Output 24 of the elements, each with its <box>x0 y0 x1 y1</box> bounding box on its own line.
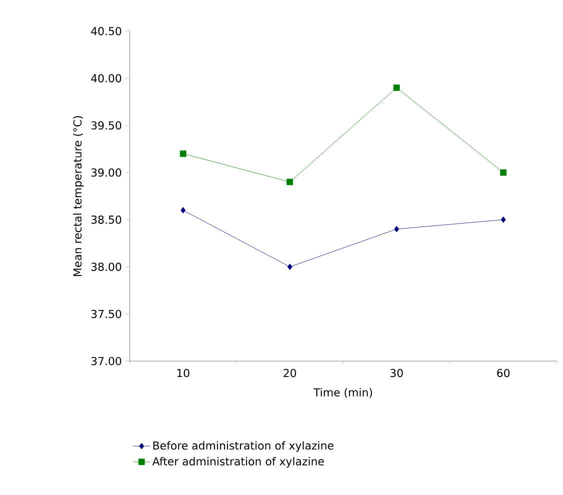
point <box>286 178 294 186</box>
point <box>180 207 186 214</box>
y-tick-label: 40.00 <box>91 74 122 82</box>
point <box>500 169 507 176</box>
x-tick-label: 20 <box>284 368 296 378</box>
point <box>180 150 186 157</box>
y-axis-title: Mean rectal temperature (°C) <box>73 116 84 276</box>
x-tick-label: 10 <box>177 368 190 378</box>
point <box>287 264 292 270</box>
legend-label: Before administration of xylazine <box>153 441 334 452</box>
y-tick-label: 37.50 <box>91 310 122 318</box>
y-tick-label: 40.50 <box>91 26 122 36</box>
point <box>394 226 400 232</box>
y-tick-label: 37.00 <box>91 356 122 366</box>
x-tick-label: 30 <box>390 368 403 378</box>
y-tick-label: 39.50 <box>91 121 122 130</box>
point <box>393 84 400 91</box>
x-axis-title: Time (min) <box>313 388 372 398</box>
x-tick-label: 60 <box>497 368 510 378</box>
point <box>500 216 506 223</box>
y-tick-label: 38.00 <box>91 262 122 271</box>
y-tick-label: 39.00 <box>91 168 122 177</box>
y-tick-label: 38.50 <box>91 216 122 224</box>
legend-label: After administration of xylazine <box>152 456 324 468</box>
